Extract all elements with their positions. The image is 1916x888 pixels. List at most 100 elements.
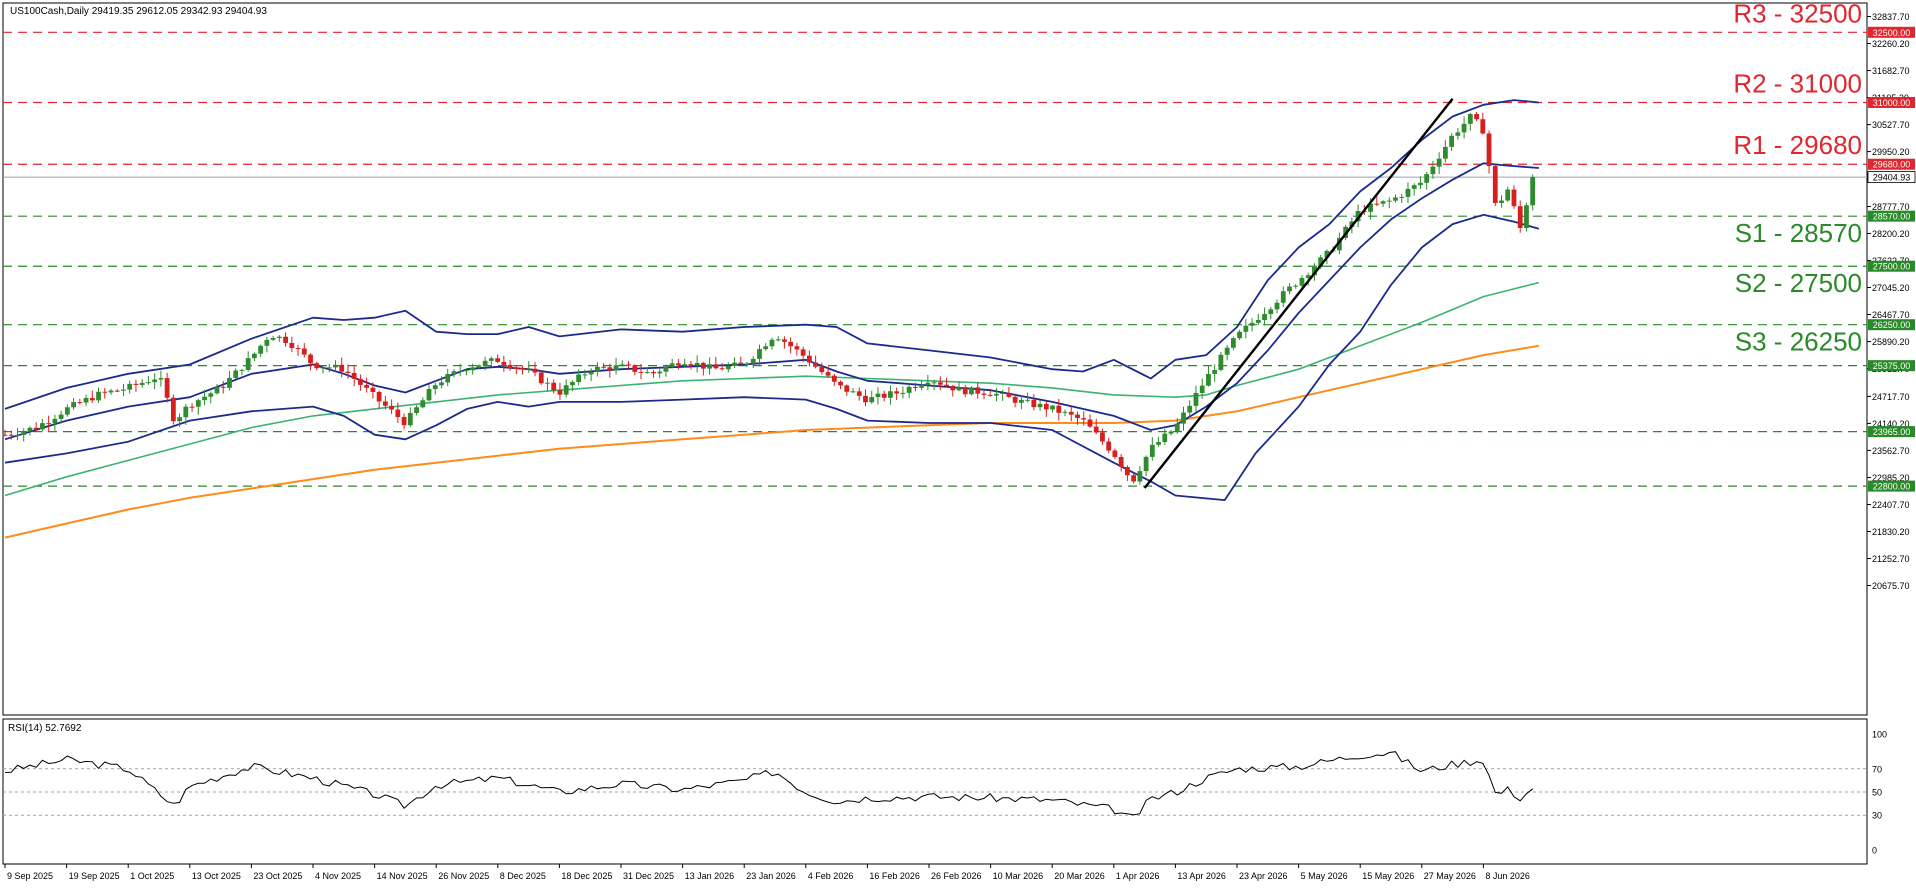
- candle: [1156, 436, 1161, 447]
- candle: [1442, 140, 1448, 163]
- candle: [619, 360, 625, 367]
- candle: [806, 350, 812, 367]
- level-tag-S2: 27500.00: [1868, 260, 1915, 272]
- candle-body: [1486, 133, 1492, 167]
- level-label-R2: R2 - 31000: [1733, 68, 1862, 98]
- candle: [121, 383, 126, 397]
- candle: [588, 368, 594, 382]
- date-axis: 9 Sep 2025 19 Sep 2025 1 Oct 2025 13 Oct 20…: [4, 864, 1530, 881]
- candle-body: [470, 367, 476, 371]
- support-resistance-lines: [3, 31, 1867, 487]
- candle-body: [276, 336, 282, 339]
- candle: [819, 362, 825, 375]
- candle: [108, 388, 114, 395]
- candle: [1237, 329, 1243, 340]
- x-tick-label: 4 Feb 2026: [808, 871, 854, 881]
- candle: [557, 382, 563, 400]
- candle: [669, 358, 675, 369]
- candle: [594, 362, 600, 377]
- level-tag-R1: 29680.00: [1868, 158, 1915, 170]
- y-tick-label: 23562.70: [1872, 446, 1910, 456]
- x-tick-label: 13 Jan 2026: [685, 871, 735, 881]
- candle: [264, 336, 270, 353]
- candle-body: [8, 434, 14, 436]
- candle: [358, 374, 363, 391]
- y-tick-label: 31682.70: [1872, 66, 1910, 76]
- candle: [520, 365, 525, 375]
- x-tick-label: 15 May 2026: [1362, 871, 1414, 881]
- candle-body: [676, 363, 681, 366]
- candle-body: [395, 409, 401, 418]
- x-tick-label: 13 Apr 2026: [1177, 871, 1226, 881]
- candle: [507, 360, 513, 371]
- candle-body: [208, 393, 214, 397]
- candle: [77, 398, 83, 405]
- candle: [1268, 306, 1274, 320]
- candle: [1131, 473, 1137, 484]
- candle-body: [164, 378, 170, 398]
- candle-body: [2, 434, 8, 436]
- x-tick-label: 27 May 2026: [1424, 871, 1476, 881]
- candle: [744, 361, 750, 367]
- candle-body: [177, 417, 182, 422]
- candle: [1511, 185, 1517, 209]
- candle-body: [1118, 456, 1124, 468]
- candle: [825, 366, 831, 379]
- candle-body: [1230, 338, 1236, 348]
- candle: [258, 344, 264, 358]
- candle: [1137, 465, 1143, 485]
- candle-body: [308, 354, 313, 364]
- candle-body: [788, 341, 794, 347]
- candle-body: [1505, 189, 1511, 201]
- candle: [545, 377, 550, 391]
- candle-body: [1037, 403, 1043, 408]
- candle: [1411, 183, 1417, 196]
- candle: [626, 361, 631, 369]
- candle: [906, 383, 912, 399]
- candle: [1287, 283, 1292, 295]
- candle-body: [227, 377, 232, 388]
- candle-body: [669, 363, 675, 367]
- candle: [420, 397, 426, 409]
- candle-body: [825, 372, 831, 376]
- candle: [1262, 307, 1267, 326]
- candle: [576, 369, 582, 386]
- candle: [439, 376, 444, 389]
- candle-body: [1262, 314, 1267, 320]
- candle-body: [1492, 166, 1498, 203]
- candle: [426, 384, 432, 402]
- candle: [1006, 386, 1012, 398]
- bb-lower-line: [4, 213, 1540, 502]
- moving-averages: [4, 281, 1539, 539]
- level-tag-text: 26250.00: [1873, 320, 1911, 330]
- candle: [1461, 116, 1467, 139]
- candle: [1305, 272, 1311, 286]
- candle-body: [881, 393, 887, 398]
- candle-body: [445, 374, 451, 383]
- candle: [894, 387, 900, 401]
- x-tick-label: 26 Feb 2026: [931, 871, 982, 881]
- level-tag-text: 23965.00: [1873, 427, 1911, 437]
- candle: [1474, 111, 1479, 122]
- candle-body: [1112, 450, 1118, 457]
- symbol-header: US100Cash,Daily 29419.35 29612.05 29342.…: [10, 6, 267, 17]
- candle-body: [688, 364, 694, 366]
- candle-body: [46, 423, 52, 425]
- candle: [981, 390, 987, 400]
- y-tick-label: 29950.20: [1872, 147, 1910, 157]
- candle-body: [108, 390, 114, 393]
- candle: [607, 363, 613, 378]
- candle: [1056, 398, 1062, 421]
- candle: [782, 336, 787, 349]
- candle-body: [1224, 347, 1230, 355]
- candle-body: [1131, 475, 1137, 482]
- candle-body: [264, 339, 270, 346]
- candle-body: [794, 346, 800, 350]
- candle-body: [1174, 423, 1180, 432]
- candle-body: [944, 384, 949, 386]
- candle-body: [987, 394, 993, 396]
- candle: [202, 389, 207, 406]
- candle-body: [183, 406, 189, 418]
- candle-body: [651, 371, 656, 374]
